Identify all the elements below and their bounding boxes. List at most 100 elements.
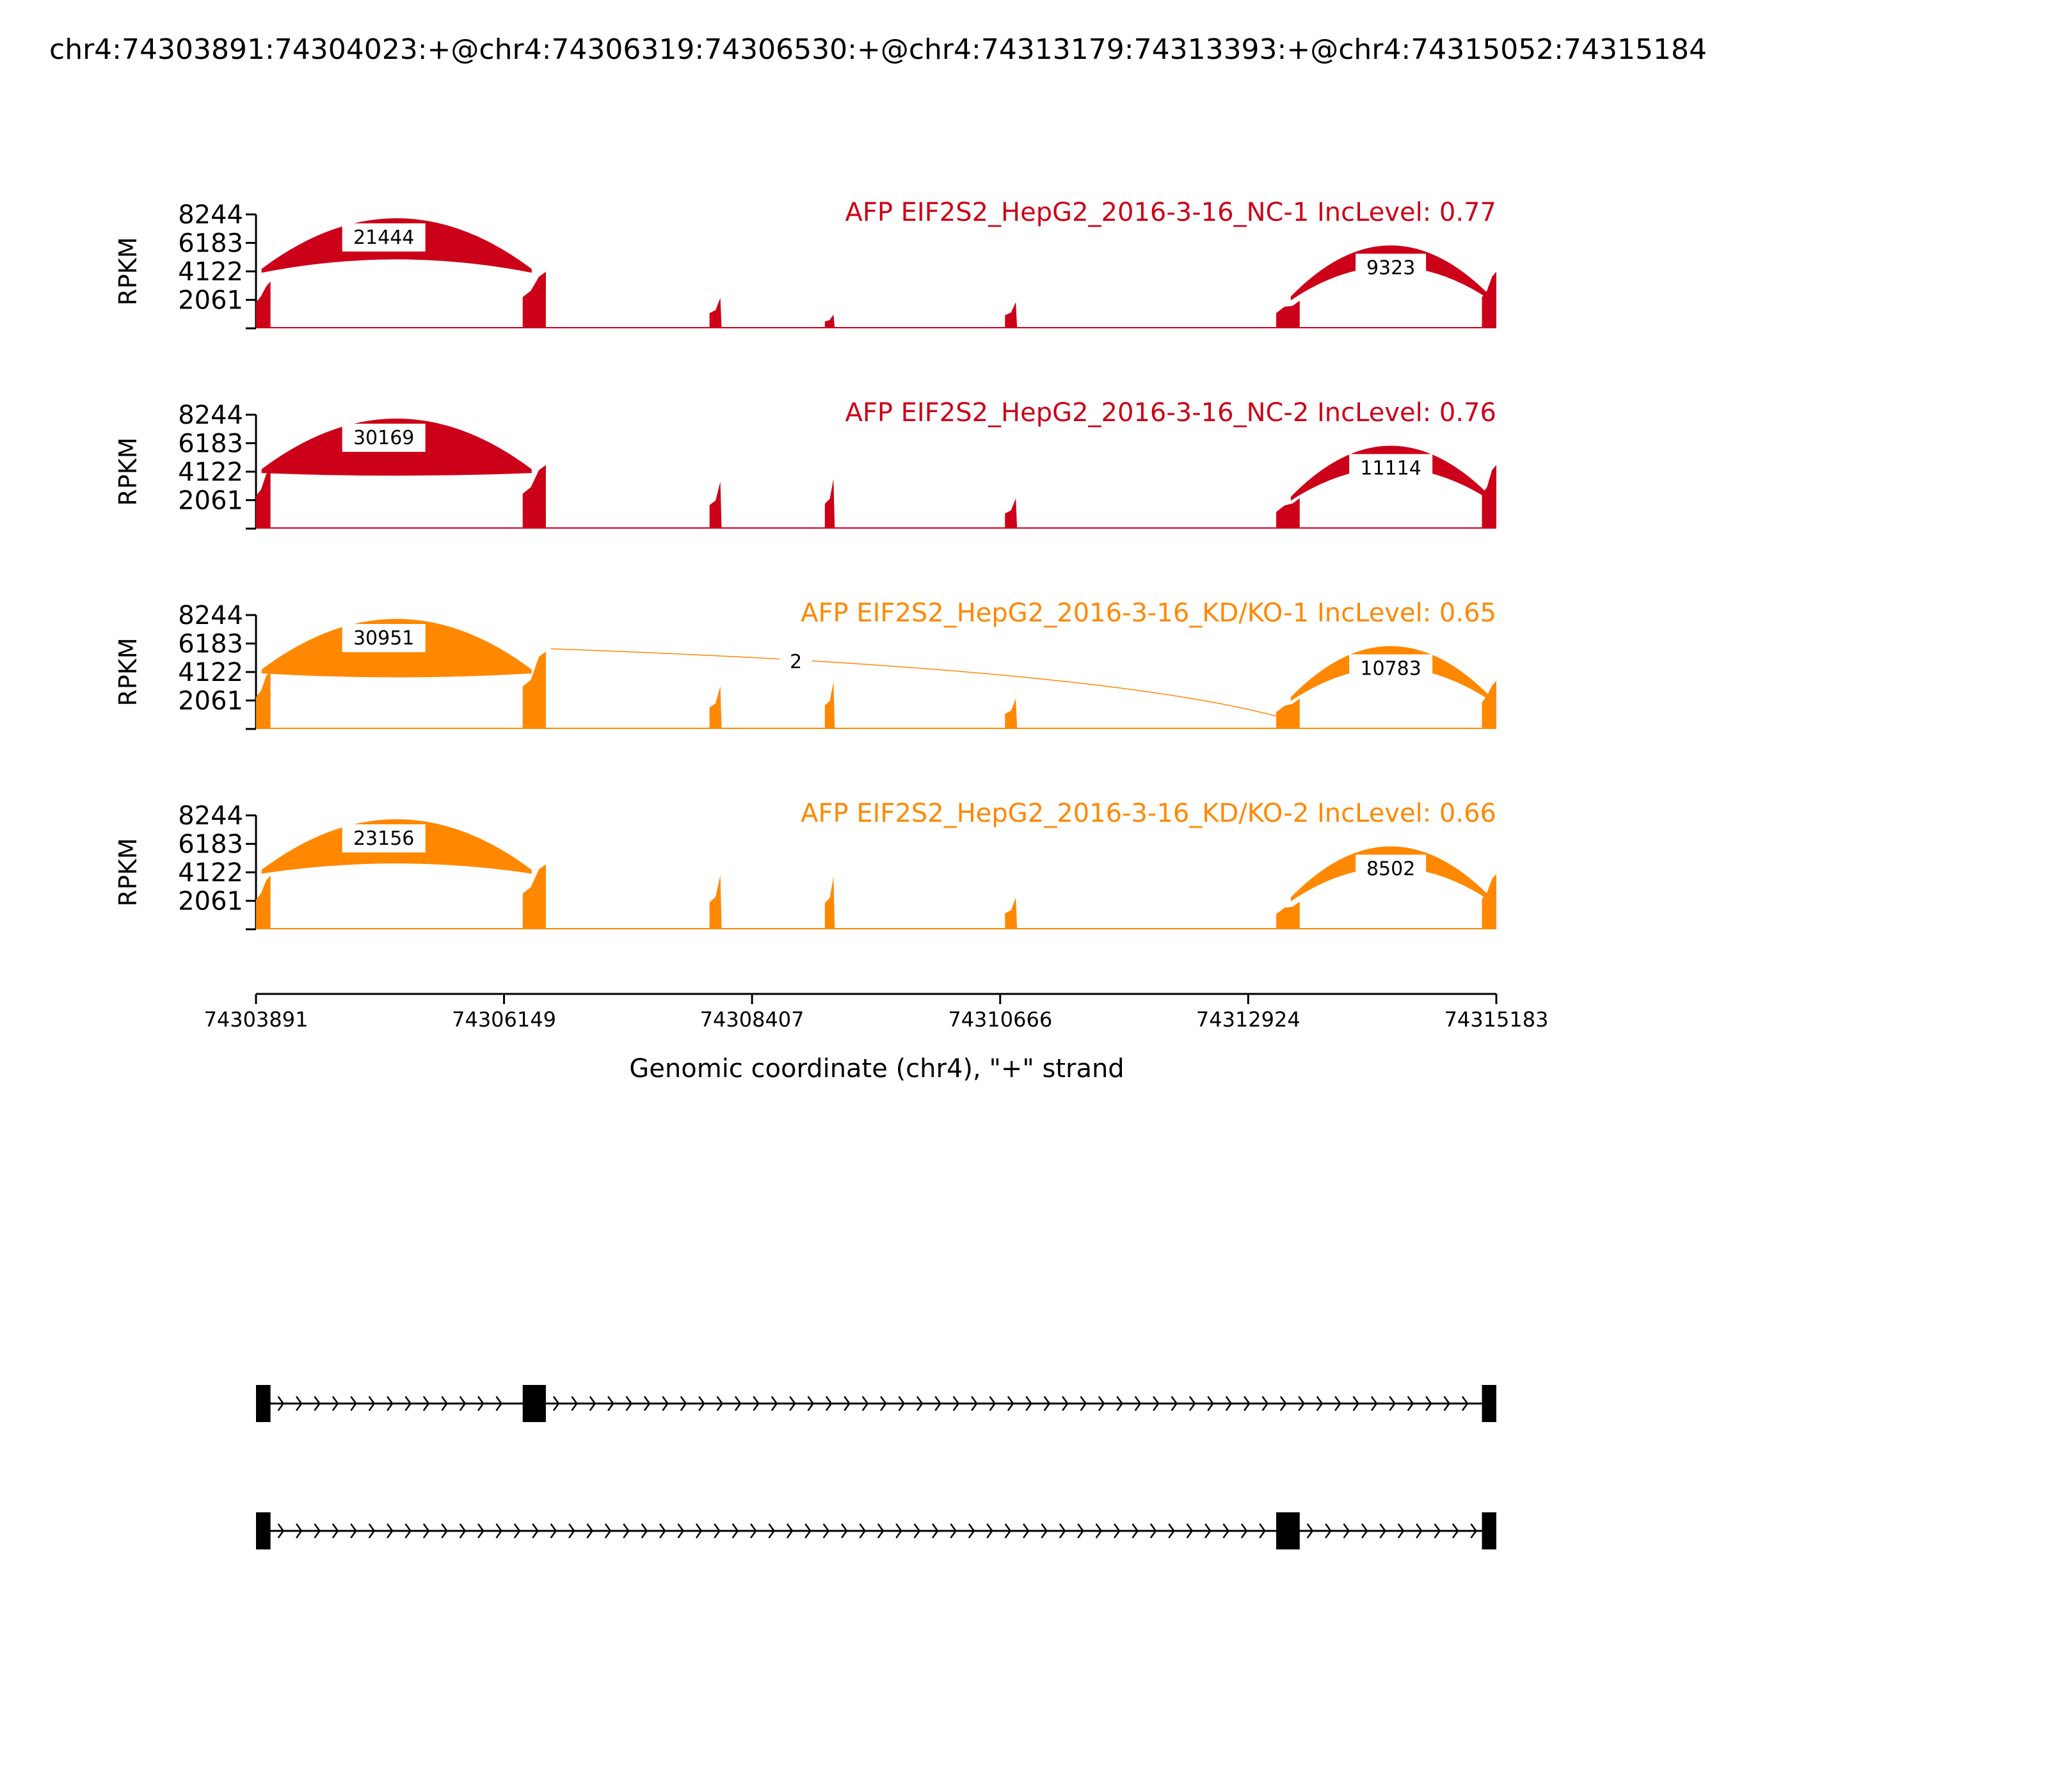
junction-arc [1290,245,1491,301]
exon-coverage [256,281,271,328]
junction-arc [1290,846,1491,902]
junction-label-box [342,624,426,652]
strand-arrow [971,1396,978,1411]
strand-arrow [898,1396,906,1411]
strand-arrow [459,1523,467,1539]
x-tick-label: 74303891 [204,1007,308,1032]
strand-arrow [1443,1396,1451,1411]
isoform-track [256,1512,1496,1549]
strand-arrow [913,1523,921,1539]
strand-arrow [1095,1523,1103,1539]
exon-block [256,1385,271,1422]
strand-arrow [1389,1396,1396,1411]
x-axis: 74303891 74306149 74308407 74310666 74312924… [204,993,1549,1032]
exon-block [1482,1385,1496,1422]
strand-arrow [404,1523,412,1539]
x-tick-label: 74312924 [1196,1007,1300,1032]
strand-arrow [1023,1523,1030,1539]
strand-arrow [753,1396,760,1411]
junction-label-box [342,824,426,852]
exon-coverage [1276,300,1300,328]
exon-coverage [522,652,546,729]
y-tick-label: 8244 [178,601,243,630]
exon-coverage [1482,680,1496,729]
strand-arrow [1116,1396,1123,1411]
strand-arrow [1041,1523,1048,1539]
strand-arrow [916,1396,924,1411]
strand-arrow [771,1396,778,1411]
strand-arrow [1132,1523,1139,1539]
strand-arrow [822,1523,830,1539]
strand-arrow [789,1396,796,1411]
strand-arrow [732,1523,739,1539]
strand-arrow [1080,1396,1087,1411]
strand-arrow [1434,1523,1441,1539]
intron-coverage-peak [1005,498,1018,529]
strand-arrow [659,1523,666,1539]
strand-arrow [623,1523,630,1539]
junction-label-box [1356,854,1427,883]
strand-arrow [1077,1523,1084,1539]
strand-arrow [1370,1396,1378,1411]
strand-arrow [1298,1396,1305,1411]
strand-arrow [1361,1523,1368,1539]
strand-arrow [786,1523,794,1539]
intron-coverage-peak [824,479,835,529]
strand-arrow [1379,1523,1386,1539]
strand-arrow [477,1523,484,1539]
strand-arrow [1352,1396,1360,1411]
strand-arrow [807,1396,815,1411]
y-tick-label: 2061 [178,687,243,716]
strand-arrow [1204,1523,1212,1539]
intron-coverage-peak [709,875,722,929]
strand-arrow [495,1396,503,1411]
strand-arrow [932,1523,939,1539]
strand-arrow [387,1396,394,1411]
strand-arrow [1461,1396,1469,1411]
strand-arrow [1114,1523,1121,1539]
strand-arrow [1004,1523,1012,1539]
strand-arrow [1407,1396,1414,1411]
chart-title: chr4:74303891:74304023:+@chr4:74306319:7… [49,33,1707,66]
strand-arrow [368,1396,376,1411]
y-tick-label: 6183 [178,630,243,659]
junction-count-label: 10783 [1360,657,1421,680]
strand-arrow [1168,1523,1175,1539]
sample-title: AFP EIF2S2_HepG2_2016-3-16_KD/KO-2 IncLe… [801,799,1496,828]
strand-arrow [716,1396,724,1411]
junction-label-box [1349,454,1433,483]
x-tick-label: 74315183 [1444,1007,1549,1032]
strand-arrow [1416,1523,1423,1539]
strand-arrow [1059,1523,1066,1539]
strand-arrow [459,1396,467,1411]
strand-arrow [625,1396,633,1411]
strand-arrow [934,1396,941,1411]
y-axis-label: RPKM [114,237,142,305]
strand-arrow [750,1523,757,1539]
strand-arrow [1325,1523,1332,1539]
strand-arrow [422,1523,430,1539]
y-tick-label: 4122 [178,658,243,687]
exon-block [1482,1512,1496,1549]
y-tick-label: 8244 [178,401,243,430]
exon-block [1276,1512,1300,1549]
strand-arrow [825,1396,833,1411]
y-tick-label: 6183 [178,830,243,860]
junction-count-label: 30169 [353,427,414,449]
strand-arrow [314,1523,321,1539]
strand-arrow [1007,1396,1014,1411]
strand-arrow [968,1523,975,1539]
strand-arrow [844,1396,851,1411]
strand-arrow [441,1396,448,1411]
strand-arrow [387,1523,394,1539]
exon-coverage [1276,498,1300,529]
strand-arrow [368,1523,376,1539]
strand-arrow [952,1396,960,1411]
strand-arrow [441,1523,448,1539]
junction-label-box [1349,654,1433,683]
y-axis-label: RPKM [114,437,142,506]
exon-coverage [1482,874,1496,929]
